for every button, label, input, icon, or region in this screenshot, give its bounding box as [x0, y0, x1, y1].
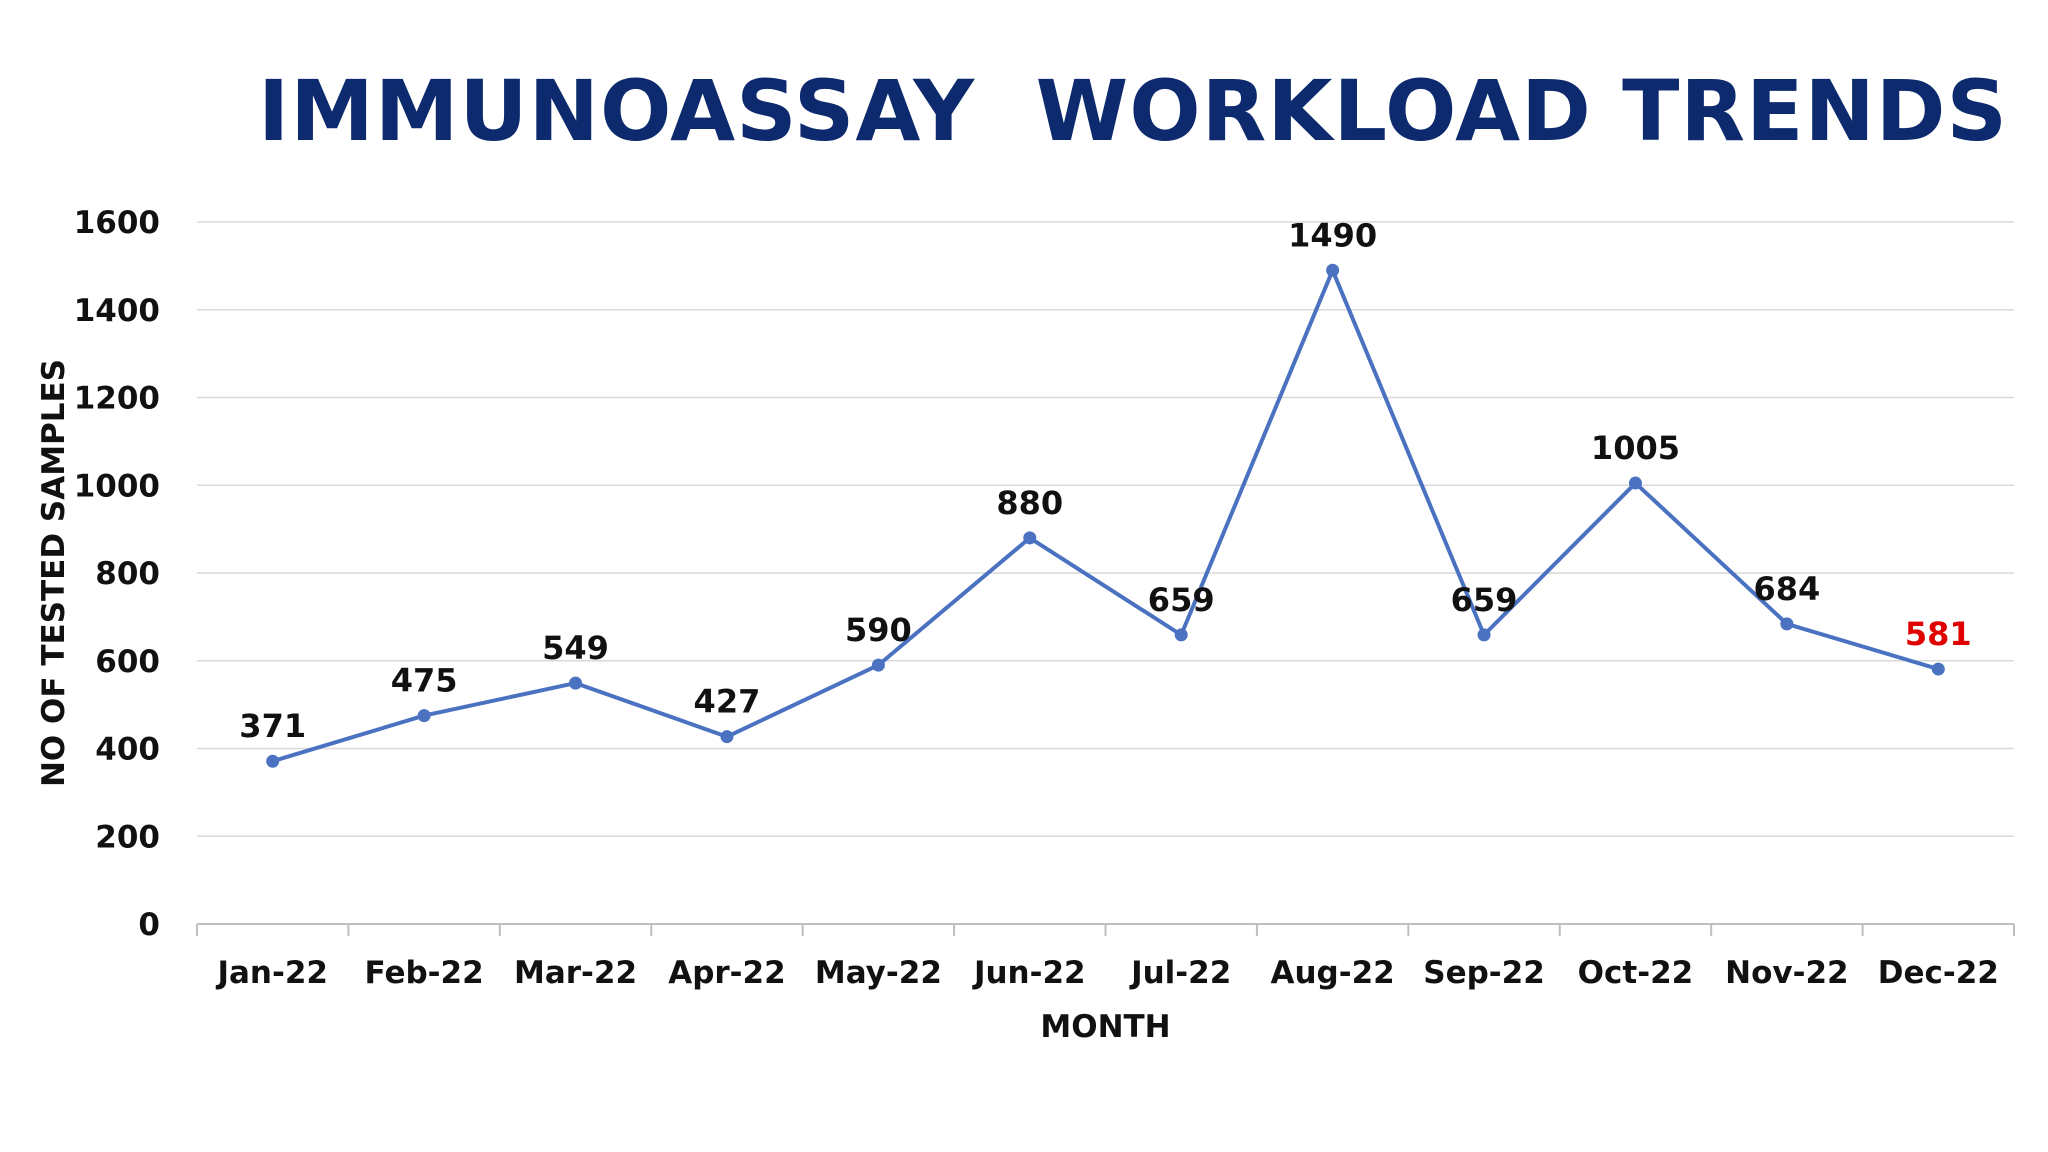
data-labels: 371 475 549 427 590 880 659 1490 659 1005 684 581: [239, 216, 1971, 745]
x-axis: [196, 923, 2015, 936]
y-tick-label: 1000: [74, 468, 160, 504]
x-tick-label: Oct-22: [1578, 955, 1694, 991]
series-line: [272, 268, 1939, 764]
data-label: 880: [996, 484, 1063, 522]
data-point: [1023, 531, 1037, 545]
x-tick-label: Apr-22: [668, 955, 785, 991]
x-tick-label: Feb-22: [365, 955, 484, 991]
data-point: [1174, 628, 1188, 642]
data-points: [266, 263, 1945, 768]
x-tick-label: Sep-22: [1423, 955, 1545, 991]
chart-title: IMMUNOASSAY WORKLOAD TRENDS: [258, 62, 2008, 160]
y-tick-label: 1200: [74, 381, 160, 417]
y-tick-label: 0: [138, 907, 160, 943]
data-point: [266, 754, 280, 768]
data-label: 427: [694, 683, 761, 721]
gridlines: [197, 221, 2014, 837]
y-tick-label: 1600: [74, 205, 160, 241]
series-line-group: [272, 268, 1939, 764]
x-axis-ticks: Jan-22 Feb-22 Mar-22 Apr-22 May-22 Jun-22 Jul-…: [215, 955, 1998, 991]
y-tick-label: 1400: [74, 293, 160, 329]
data-label: 684: [1753, 570, 1820, 608]
data-point: [1780, 617, 1794, 631]
data-label: 371: [239, 707, 306, 745]
x-tick-label: May-22: [815, 955, 942, 991]
y-tick-label: 800: [95, 556, 160, 592]
data-label: 1490: [1288, 216, 1377, 254]
data-label: 475: [391, 662, 458, 700]
y-axis-ticks: 0 200 400 600 800 1000 1200 1400 1600: [74, 205, 160, 943]
data-point: [871, 658, 885, 672]
x-tick-label: Nov-22: [1725, 955, 1848, 991]
x-tick-label: Jul-22: [1129, 955, 1231, 991]
data-label: 590: [845, 611, 912, 649]
x-tick-label: Jun-22: [972, 955, 1086, 991]
data-point: [720, 730, 734, 744]
x-tick-label: Dec-22: [1878, 955, 1999, 991]
data-point: [1477, 628, 1491, 642]
x-tick-label: Jan-22: [215, 955, 328, 991]
data-point: [1628, 476, 1642, 490]
data-label: 1005: [1591, 429, 1680, 467]
data-point: [417, 709, 431, 723]
x-tick-label: Aug-22: [1270, 955, 1394, 991]
data-point: [1931, 662, 1945, 676]
data-label: 581: [1905, 615, 1972, 653]
data-point: [569, 676, 583, 690]
y-tick-label: 200: [95, 819, 160, 855]
y-tick-label: 400: [95, 732, 160, 768]
data-label: 659: [1451, 581, 1518, 619]
y-tick-label: 600: [95, 644, 160, 680]
data-point: [1326, 263, 1340, 277]
x-tick-label: Mar-22: [514, 955, 637, 991]
y-axis-title: NO OF TESTED SAMPLES: [36, 359, 72, 787]
x-axis-title: MONTH: [1040, 1009, 1170, 1045]
data-label: 549: [542, 629, 609, 667]
data-label: 659: [1148, 581, 1215, 619]
